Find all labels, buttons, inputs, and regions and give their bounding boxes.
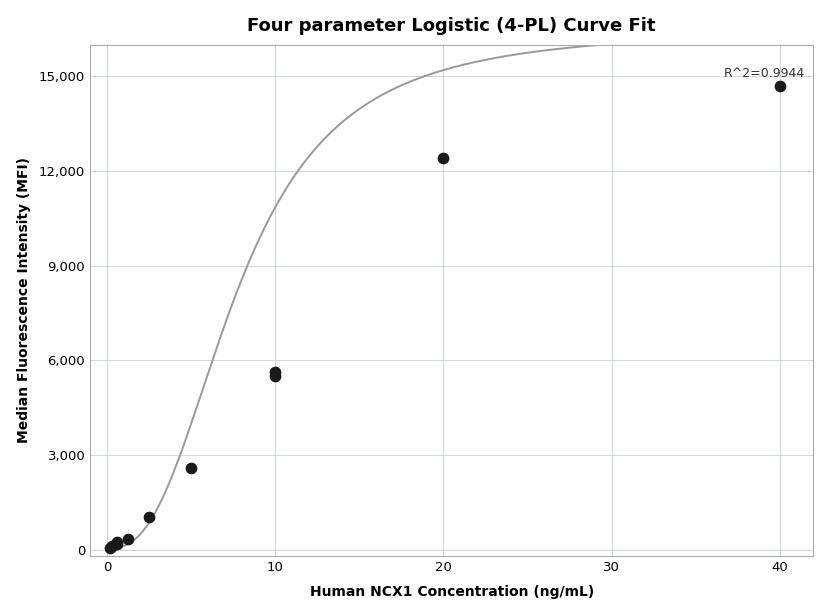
Point	[268, 371, 281, 381]
Point	[142, 512, 155, 522]
Point	[110, 539, 124, 549]
Point	[773, 81, 786, 91]
Point	[105, 541, 119, 551]
Point	[121, 534, 134, 544]
Text: R^2=0.9944: R^2=0.9944	[724, 67, 805, 79]
Y-axis label: Median Fluorescence Intensity (MFI): Median Fluorescence Intensity (MFI)	[17, 158, 31, 444]
Title: Four parameter Logistic (4-PL) Curve Fit: Four parameter Logistic (4-PL) Curve Fit	[247, 17, 656, 34]
X-axis label: Human NCX1 Concentration (ng/mL): Human NCX1 Concentration (ng/mL)	[310, 585, 593, 599]
Point	[268, 367, 281, 376]
Point	[103, 543, 116, 553]
Point	[110, 537, 124, 547]
Point	[437, 153, 450, 163]
Point	[184, 463, 198, 473]
